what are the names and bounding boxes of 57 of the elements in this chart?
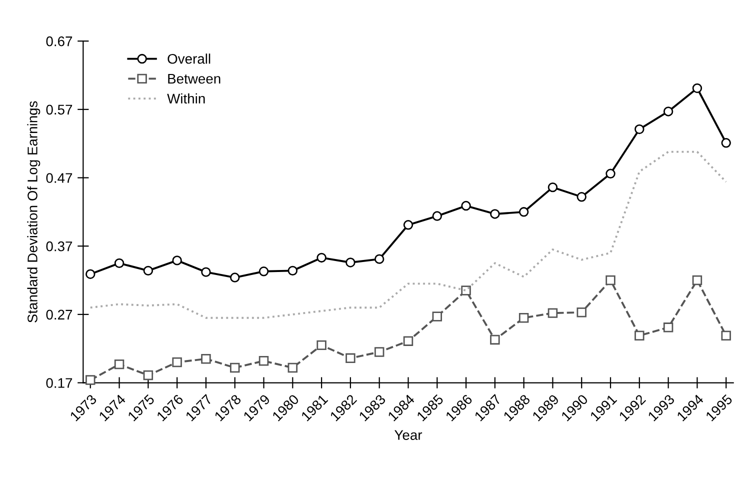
point (663, 106, 674, 116)
point (490, 334, 500, 345)
y-tick-label: 0.47 (46, 173, 72, 183)
point (576, 192, 586, 202)
point (403, 336, 414, 346)
point (432, 211, 442, 221)
point (346, 353, 356, 364)
point (548, 182, 558, 192)
point (230, 362, 240, 373)
point (721, 138, 731, 148)
point (432, 312, 442, 322)
point (606, 275, 616, 286)
point (316, 340, 326, 350)
point (258, 356, 269, 366)
point (86, 269, 96, 279)
line-series (89, 150, 728, 319)
point (288, 362, 298, 373)
point (143, 370, 154, 380)
y-axis-title: Standard Deviation Of Log Earnings (27, 101, 40, 322)
point (606, 168, 616, 179)
point (230, 272, 240, 282)
point (288, 266, 298, 276)
point (548, 308, 558, 318)
point (86, 375, 96, 385)
x-axis-title: Year (394, 430, 422, 440)
point (374, 254, 384, 264)
point (403, 220, 414, 230)
point (461, 200, 471, 211)
point (114, 258, 124, 268)
point (634, 330, 644, 340)
legend-label: Within (167, 93, 205, 104)
point (518, 312, 529, 323)
point (172, 256, 182, 266)
point (663, 322, 674, 332)
point (374, 347, 384, 357)
point (201, 267, 211, 277)
point (258, 266, 269, 276)
point (490, 209, 500, 219)
y-tick-label: 0.67 (46, 36, 72, 46)
point (172, 357, 182, 368)
point (316, 252, 326, 263)
y-tick-label: 0.27 (46, 310, 72, 320)
point (201, 354, 211, 364)
point (114, 359, 124, 370)
point (692, 83, 702, 94)
legend-label: Between (168, 74, 220, 84)
point (518, 207, 529, 217)
point (721, 330, 731, 340)
legend-label: Overall (168, 54, 210, 64)
point (143, 266, 154, 276)
y-tick-label: 0.17 (46, 378, 72, 388)
y-tick-label: 0.37 (46, 241, 72, 252)
point (692, 275, 702, 286)
y-tick-label: 0.57 (46, 104, 72, 115)
point (576, 308, 586, 318)
point (634, 124, 644, 134)
point (346, 258, 356, 268)
